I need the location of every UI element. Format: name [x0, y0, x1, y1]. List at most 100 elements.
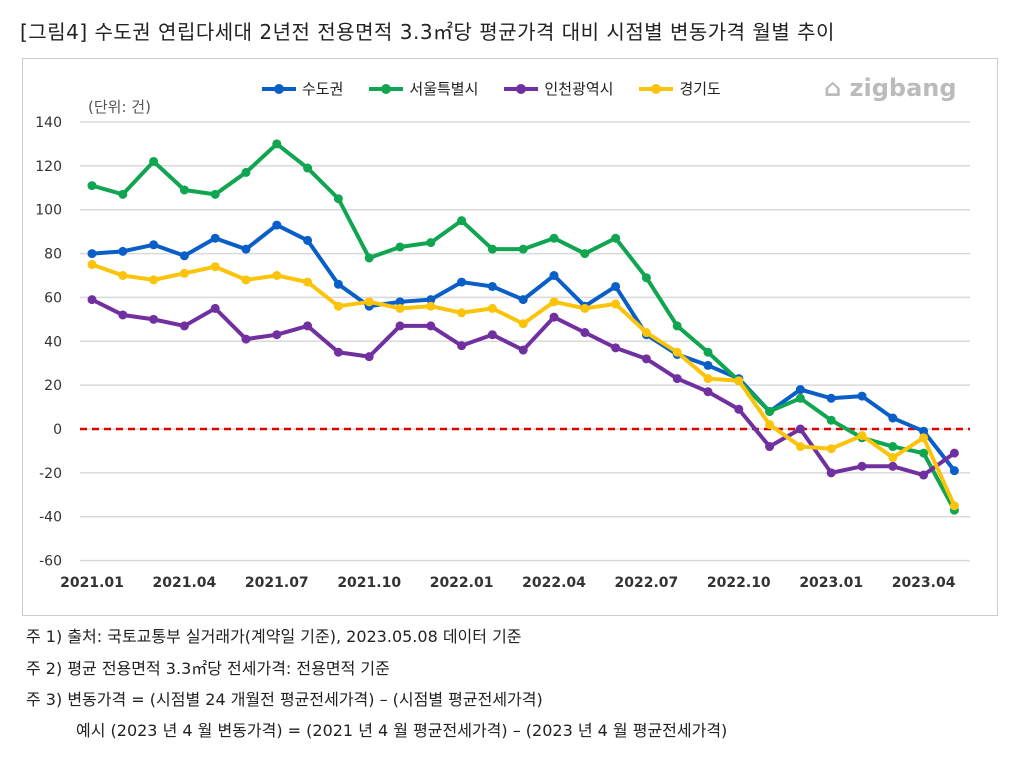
- data-point: [734, 404, 744, 414]
- legend-swatch: [262, 83, 296, 94]
- logo-icon: ⌂: [824, 74, 850, 102]
- data-point: [149, 275, 159, 285]
- x-tick-label: 2022.01: [430, 575, 494, 591]
- data-point: [672, 347, 682, 357]
- data-point: [703, 360, 713, 370]
- data-point: [826, 415, 836, 425]
- data-point: [241, 167, 251, 177]
- data-point: [672, 321, 682, 331]
- chart-frame: [22, 58, 998, 616]
- data-point: [333, 194, 343, 204]
- data-point: [87, 260, 97, 270]
- y-tick-label: -20: [39, 466, 62, 482]
- data-point: [795, 424, 805, 434]
- x-tick-label: 2022.10: [707, 575, 771, 591]
- data-point: [241, 244, 251, 254]
- data-point: [703, 347, 713, 357]
- data-point: [518, 319, 528, 329]
- x-tick-label: 2021.07: [245, 575, 309, 591]
- legend-item: 인천광역시: [504, 78, 613, 99]
- data-point: [857, 431, 867, 441]
- data-point: [487, 281, 497, 291]
- x-tick-label: 2022.04: [522, 575, 586, 591]
- data-point: [826, 468, 836, 478]
- data-point: [826, 444, 836, 454]
- data-point: [888, 413, 898, 423]
- data-point: [426, 321, 436, 331]
- x-tick-label: 2023.04: [892, 575, 956, 591]
- data-point: [333, 279, 343, 289]
- data-point: [87, 181, 97, 191]
- y-tick-label: 20: [44, 378, 62, 394]
- data-point: [426, 295, 436, 305]
- data-point: [272, 271, 282, 280]
- data-point: [364, 297, 374, 307]
- data-point: [179, 185, 189, 195]
- data-point: [919, 470, 929, 480]
- legend-label: 수도권: [302, 80, 344, 98]
- legend-item: 수도권: [262, 78, 343, 99]
- data-point: [580, 249, 590, 259]
- chart-title: [그림4] 수도권 연립다세대 2년전 전용면적 3.3㎡당 평균가격 대비 시…: [20, 20, 835, 44]
- data-point: [611, 343, 621, 353]
- data-point: [333, 301, 343, 311]
- y-tick-label: 120: [35, 159, 62, 175]
- data-point: [179, 268, 189, 278]
- data-point: [303, 321, 313, 331]
- data-point: [734, 376, 744, 386]
- data-point: [118, 246, 128, 256]
- legend-label: 인천광역시: [544, 80, 614, 98]
- data-point: [580, 303, 590, 313]
- data-point: [857, 461, 867, 471]
- data-point: [795, 442, 805, 452]
- data-point: [395, 297, 405, 307]
- data-point: [949, 466, 959, 476]
- logo-text: zigbang: [849, 74, 957, 102]
- data-point: [703, 387, 713, 397]
- data-point: [518, 295, 528, 305]
- data-point: [426, 301, 436, 311]
- legend-label: 서울특별시: [409, 80, 479, 98]
- data-point: [826, 393, 836, 403]
- y-tick-label: 80: [44, 247, 62, 263]
- data-point: [210, 262, 220, 272]
- data-point: [611, 299, 621, 309]
- data-point: [303, 277, 313, 287]
- data-point: [364, 352, 374, 362]
- data-point: [795, 393, 805, 403]
- data-point: [333, 347, 343, 357]
- data-point: [641, 273, 651, 283]
- x-tick-label: 2022.07: [615, 575, 679, 591]
- data-point: [949, 448, 959, 458]
- data-point: [919, 433, 929, 443]
- y-tick-label: -60: [39, 554, 62, 570]
- data-point: [149, 156, 159, 166]
- data-point: [580, 328, 590, 338]
- data-point: [210, 233, 220, 243]
- note-3: 주 3) 변동가격 = (시점별 24 개월전 평균전세가격) – (시점별 평…: [26, 690, 543, 709]
- x-tick-label: 2023.01: [799, 575, 863, 591]
- data-point: [487, 330, 497, 340]
- data-point: [888, 453, 898, 463]
- data-point: [549, 233, 559, 243]
- data-point: [641, 328, 651, 338]
- data-point: [795, 385, 805, 395]
- legend-swatch: [504, 83, 539, 94]
- data-point: [272, 330, 282, 340]
- data-point: [118, 271, 128, 280]
- unit-label: (단위: 건): [88, 98, 151, 116]
- data-point: [457, 216, 467, 226]
- data-point: [303, 235, 313, 245]
- legend-item: 경기도: [639, 78, 721, 99]
- data-point: [395, 321, 405, 331]
- data-point: [549, 312, 559, 322]
- note-2: 주 2) 평균 전용면적 3.3㎡당 전세가격: 전용면적 기준: [26, 659, 390, 678]
- data-point: [703, 374, 713, 384]
- y-tick-label: 0: [53, 422, 62, 438]
- data-point: [611, 233, 621, 243]
- data-point: [919, 448, 929, 458]
- data-point: [888, 442, 898, 452]
- x-tick-label: 2021.10: [337, 575, 401, 591]
- y-tick-label: 40: [44, 334, 62, 350]
